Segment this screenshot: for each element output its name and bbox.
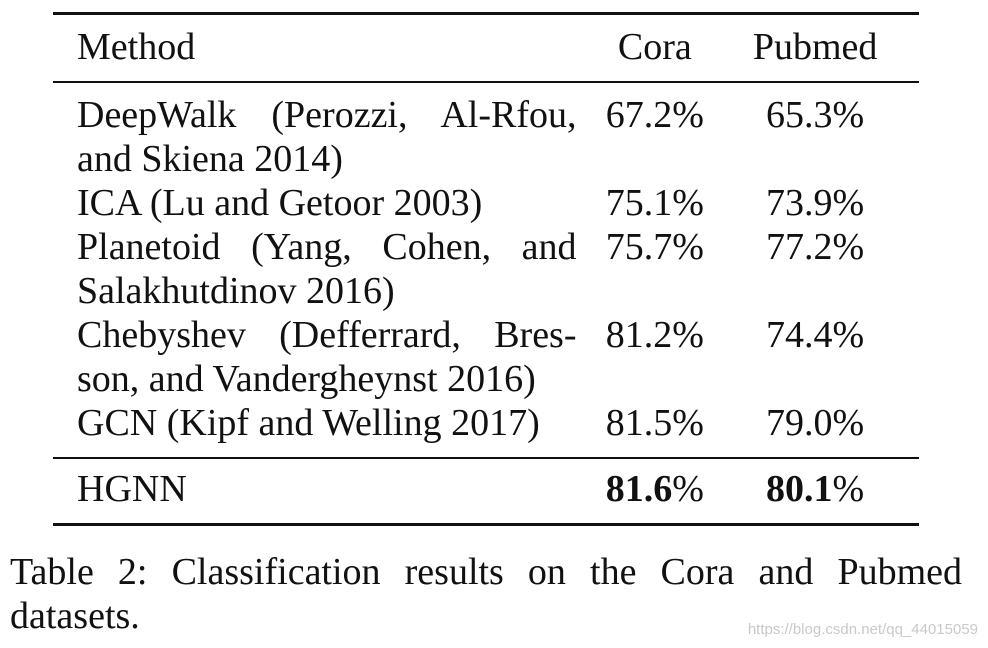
- row-cora: 67.2%: [605, 94, 704, 136]
- row-pubmed: 65.3%: [766, 94, 865, 136]
- row-method: DeepWalk (Perozzi, Al-Rfou, and Skiena 2…: [77, 94, 577, 180]
- row-pubmed-hgnn: 80.1%: [733, 457, 919, 525]
- percent-sign: %: [672, 468, 704, 510]
- hgnn-cora-value: 81.6: [605, 468, 673, 510]
- results-table: Method Cora Pubmed DeepWalk (Perozzi, Al…: [53, 12, 919, 526]
- watermark: https://blog.csdn.net/qq_44015059: [747, 621, 978, 638]
- row-cora: 75.7%: [605, 226, 704, 268]
- row-pubmed: 77.2%: [766, 226, 865, 268]
- header-cora: Cora: [576, 13, 734, 83]
- row-pubmed: 73.9%: [766, 182, 865, 224]
- row-method-hgnn: HGNN: [53, 457, 577, 525]
- table-row: Chebyshev (Defferrard, Bres-son, and Van…: [53, 313, 919, 401]
- table-row-hgnn: HGNN 81.6% 80.1%: [53, 457, 919, 525]
- table-row: GCN (Kipf and Welling 2017) 81.5% 79.0%: [53, 401, 919, 458]
- row-pubmed: 74.4%: [766, 314, 865, 356]
- table-row: Planetoid (Yang, Cohen, and Salakhutdino…: [53, 225, 919, 313]
- row-method: Planetoid (Yang, Cohen, and Salakhutdino…: [77, 226, 577, 312]
- row-pubmed: 79.0%: [766, 402, 865, 444]
- row-method: ICA (Lu and Getoor 2003): [77, 182, 483, 224]
- results-table-container: Method Cora Pubmed DeepWalk (Perozzi, Al…: [53, 12, 919, 526]
- row-method: GCN (Kipf and Welling 2017): [77, 402, 540, 444]
- table-row: ICA (Lu and Getoor 2003) 75.1% 73.9%: [53, 181, 919, 225]
- header-method: Method: [53, 13, 577, 83]
- percent-sign: %: [832, 468, 865, 510]
- table-caption: Table 2: Classification results on the C…: [10, 551, 962, 637]
- row-cora: 75.1%: [605, 182, 704, 224]
- header-pubmed: Pubmed: [733, 13, 919, 83]
- table-body: DeepWalk (Perozzi, Al-Rfou, and Skiena 2…: [53, 82, 919, 458]
- row-cora: 81.2%: [605, 314, 704, 356]
- header-row: Method Cora Pubmed: [53, 13, 919, 83]
- row-cora-hgnn: 81.6%: [576, 457, 734, 525]
- table-final-section: HGNN 81.6% 80.1%: [53, 457, 919, 525]
- row-method: Chebyshev (Defferrard, Bres-son, and Van…: [77, 314, 577, 400]
- table-header: Method Cora Pubmed: [53, 13, 919, 83]
- row-cora: 81.5%: [605, 402, 704, 444]
- hgnn-pubmed-value: 80.1: [766, 468, 833, 510]
- table-row: DeepWalk (Perozzi, Al-Rfou, and Skiena 2…: [53, 82, 919, 181]
